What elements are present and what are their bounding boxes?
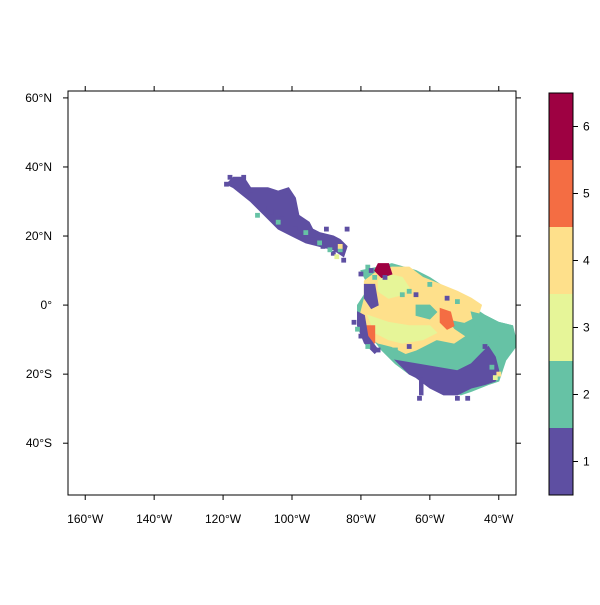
grid-cell xyxy=(344,226,350,232)
grid-cell xyxy=(320,244,326,249)
x-tick-label: 120°W xyxy=(205,512,242,526)
grid-cell xyxy=(255,212,260,218)
grid-cell xyxy=(227,174,233,180)
y-tick-label: 0° xyxy=(41,298,53,312)
grid-cell xyxy=(224,181,229,187)
grid-cell xyxy=(368,268,374,273)
colorkey-frame xyxy=(548,92,574,496)
grid-cell xyxy=(337,244,343,249)
y-tick-label: 40°S xyxy=(26,436,52,450)
grid-cell xyxy=(455,299,460,304)
grid-cell xyxy=(365,264,371,270)
grid-cell xyxy=(496,371,502,377)
y-tick-label: 40°N xyxy=(25,160,52,174)
grid-cell xyxy=(393,347,398,353)
grid-cell xyxy=(299,233,305,239)
grid-cell xyxy=(413,292,419,298)
grid-cell xyxy=(241,174,247,180)
colorkey-swatch-5 xyxy=(549,160,573,227)
colorkey-swatch-3 xyxy=(549,294,573,361)
grid-cell xyxy=(417,395,422,401)
colorkey-label-6: 6 xyxy=(583,120,590,134)
colorkey-swatch-2 xyxy=(549,361,573,428)
region-north xyxy=(225,176,348,258)
x-tick-label: 80°W xyxy=(346,512,376,526)
grid-cell xyxy=(455,395,460,401)
grid-cell xyxy=(341,257,347,263)
grid-cell xyxy=(310,237,316,242)
x-tick-label: 160°W xyxy=(67,512,104,526)
region-east-green xyxy=(470,311,517,351)
grid-cell xyxy=(358,333,364,339)
grid-cell xyxy=(399,292,405,298)
x-tick-label: 100°W xyxy=(274,512,311,526)
grid-cell xyxy=(303,230,309,235)
grid-cell xyxy=(372,275,378,280)
grid-cell xyxy=(279,216,284,222)
grid-cell xyxy=(406,344,412,349)
x-tick-label: 60°W xyxy=(415,512,445,526)
axes: 160°W 140°W 120°W 100°W 80°W 60°W 40°W 60°N 40°N… xyxy=(25,86,521,526)
grid-cell xyxy=(465,395,471,401)
y-tick-label: 60°N xyxy=(25,91,52,105)
colorkey-swatch-4 xyxy=(549,227,573,294)
grid-cell xyxy=(492,375,498,380)
y-tick-label: 20°S xyxy=(26,367,52,381)
colorkey-label-5: 5 xyxy=(583,187,590,201)
region-purple-northwest xyxy=(363,283,379,310)
colorkey-swatch-6 xyxy=(549,93,573,160)
x-tick-label: 40°W xyxy=(484,512,514,526)
grid-cell xyxy=(275,219,281,225)
grid-cell xyxy=(382,275,388,280)
grid-cell xyxy=(248,192,253,197)
x-tick-label: 140°W xyxy=(136,512,173,526)
map-layer xyxy=(224,174,517,401)
grid-cell xyxy=(293,226,298,232)
grid-cell xyxy=(330,250,336,256)
grid-cell xyxy=(324,226,329,232)
colorkey-label-1: 1 xyxy=(583,455,590,469)
region-southern-spur xyxy=(419,377,424,396)
grid-cell xyxy=(334,254,340,260)
grid-cell xyxy=(406,288,412,294)
grid-cell xyxy=(482,344,488,349)
region-red-east xyxy=(439,307,455,330)
grid-cell xyxy=(427,282,433,287)
grid-cell xyxy=(365,344,371,349)
region-central-band xyxy=(366,314,438,344)
colorkey-label-2: 2 xyxy=(583,388,590,402)
region-southeast-low xyxy=(393,345,500,396)
colorkey-label-4: 4 xyxy=(583,254,590,268)
grid-cell xyxy=(268,209,274,215)
y-tick-label: 20°N xyxy=(25,229,52,243)
grid-cell xyxy=(337,247,343,253)
colorkey-swatch-1 xyxy=(549,428,573,495)
grid-cell xyxy=(444,295,450,301)
grid-cell xyxy=(317,240,322,246)
colorkey-label-3: 3 xyxy=(583,321,590,335)
grid-cell xyxy=(355,326,360,332)
grid-cell xyxy=(489,364,495,370)
grid-cell xyxy=(262,206,267,211)
grid-cell xyxy=(327,247,333,253)
grid-cell xyxy=(375,347,381,353)
region-central-green xyxy=(415,304,438,320)
grid-cell xyxy=(358,271,364,277)
colorkey: 1 2 3 4 5 6 xyxy=(548,92,590,496)
grid-cell xyxy=(351,319,357,325)
